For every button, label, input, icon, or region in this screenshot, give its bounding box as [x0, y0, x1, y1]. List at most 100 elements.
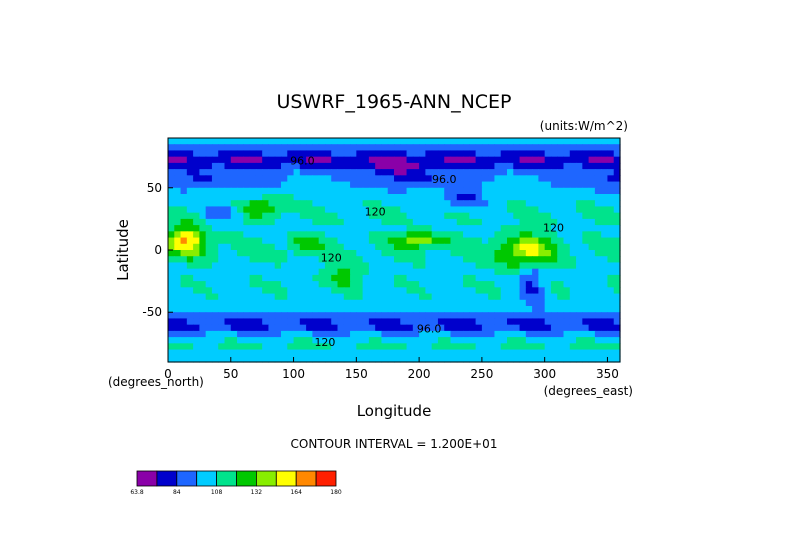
- field-cell: [387, 144, 395, 152]
- field-cell: [274, 162, 282, 170]
- field-cell: [331, 355, 339, 363]
- field-cell: [243, 293, 251, 301]
- field-cell: [362, 150, 370, 158]
- field-cell: [312, 324, 320, 332]
- field-cell: [419, 318, 426, 326]
- field-cell: [507, 318, 514, 326]
- field-cell: [582, 169, 590, 176]
- field-cell: [211, 274, 219, 282]
- field-cell: [186, 349, 194, 357]
- field-cell: [230, 268, 238, 276]
- contour-label: 120: [321, 251, 342, 264]
- field-cell: [186, 312, 194, 320]
- field-cell: [362, 330, 370, 338]
- field-cell: [594, 274, 602, 282]
- field-cell: [513, 181, 521, 189]
- field-cell: [557, 268, 565, 276]
- field-cell: [293, 306, 301, 313]
- field-cell: [500, 200, 508, 208]
- field-cell: [550, 206, 558, 214]
- field-cell: [481, 156, 489, 164]
- field-cell: [381, 194, 389, 201]
- field-cell: [557, 349, 565, 357]
- field-cell: [312, 231, 320, 239]
- field-cell: [582, 330, 590, 338]
- field-cell: [513, 169, 521, 176]
- field-cell: [255, 231, 263, 239]
- field-cell: [494, 156, 502, 164]
- field-cell: [394, 194, 401, 201]
- field-cell: [337, 175, 345, 183]
- field-cell: [318, 243, 326, 251]
- field-cell: [180, 187, 188, 195]
- field-cell: [193, 281, 200, 288]
- field-cell: [613, 212, 621, 220]
- field-cell: [513, 306, 521, 313]
- field-cell: [613, 206, 621, 214]
- field-cell: [513, 162, 521, 170]
- field-cell: [243, 225, 251, 232]
- field-cell: [224, 243, 232, 251]
- field-cell: [168, 337, 175, 344]
- field-cell: [262, 268, 270, 276]
- field-cell: [211, 299, 219, 307]
- field-cell: [281, 187, 288, 195]
- field-cell: [186, 162, 194, 170]
- field-cell: [230, 256, 238, 264]
- field-cell: [324, 262, 332, 270]
- field-cell: [437, 231, 445, 239]
- field-cell: [538, 330, 546, 338]
- field-cell: [594, 281, 602, 288]
- field-cell: [268, 169, 276, 176]
- field-cell: [412, 268, 420, 276]
- field-cell: [400, 169, 408, 176]
- field-cell: [174, 144, 182, 152]
- field-cell: [249, 262, 257, 270]
- field-cell: [550, 299, 558, 307]
- field-cell: [255, 355, 263, 363]
- field-cell: [588, 150, 596, 158]
- field-cell: [350, 169, 357, 176]
- field-cell: [437, 250, 445, 257]
- field-cell: [306, 287, 313, 295]
- field-cell: [230, 206, 238, 214]
- field-cell: [525, 231, 533, 239]
- field-cell: [381, 187, 389, 195]
- field-cell: [324, 181, 332, 189]
- field-cell: [218, 243, 226, 251]
- field-cell: [331, 194, 339, 201]
- field-cell: [588, 287, 596, 295]
- field-cell: [481, 237, 489, 245]
- field-cell: [431, 262, 439, 270]
- field-cell: [550, 262, 558, 270]
- field-cell: [180, 162, 188, 170]
- field-cell: [400, 187, 408, 195]
- field-cell: [387, 181, 395, 189]
- field-cell: [180, 225, 188, 232]
- field-cell: [500, 138, 508, 145]
- field-cell: [450, 287, 458, 295]
- field-cell: [550, 162, 558, 170]
- field-cell: [601, 250, 609, 257]
- field-cell: [569, 156, 577, 164]
- field-cell: [331, 206, 339, 214]
- field-cell: [507, 343, 514, 351]
- field-cell: [356, 225, 364, 232]
- field-cell: [262, 337, 270, 344]
- field-cell: [356, 262, 364, 270]
- field-cell: [494, 318, 502, 326]
- field-cell: [582, 187, 590, 195]
- field-cell: [362, 156, 370, 164]
- field-cell: [249, 150, 257, 158]
- field-cell: [249, 250, 257, 257]
- field-cell: [174, 293, 182, 301]
- y-tick-label: 50: [147, 181, 162, 195]
- field-cell: [469, 293, 477, 301]
- field-cell: [193, 312, 200, 320]
- field-cell: [488, 281, 496, 288]
- field-cell: [368, 175, 376, 183]
- field-cell: [437, 355, 445, 363]
- field-cell: [243, 156, 251, 164]
- field-cell: [544, 243, 552, 251]
- field-cell: [318, 181, 326, 189]
